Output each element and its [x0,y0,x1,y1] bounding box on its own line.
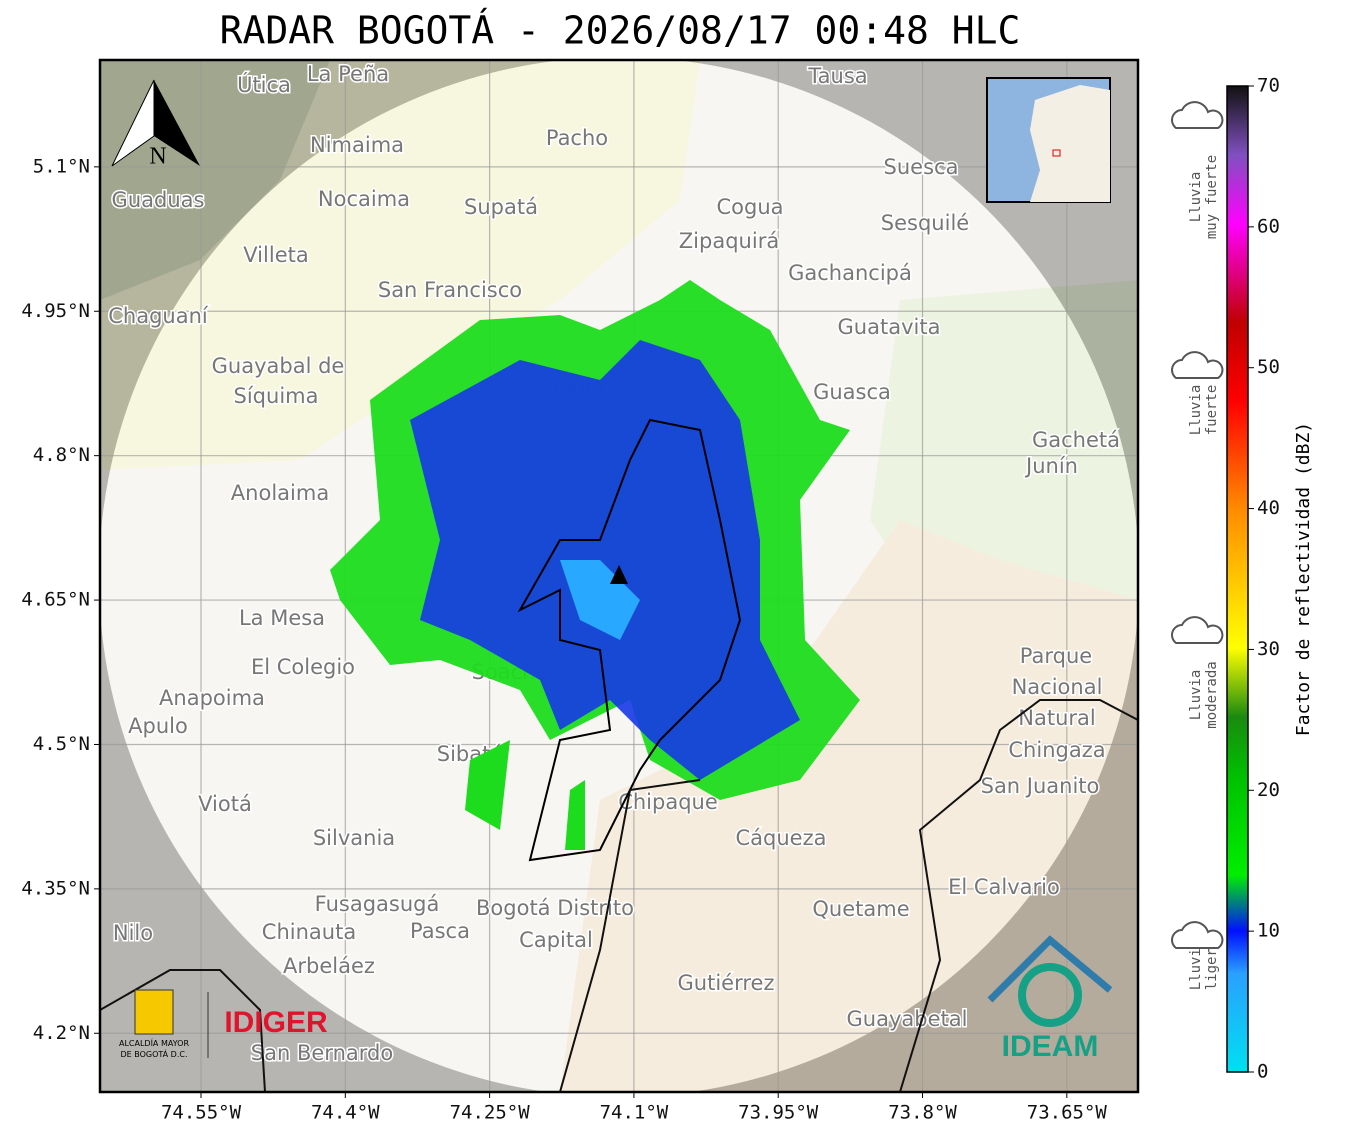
cloud-icon [1171,616,1224,644]
cloud-icon [1171,351,1224,379]
colorbar [1226,85,1249,1073]
place-label: Pacho [546,126,608,150]
x-tick-label: 74.55°W [161,1102,242,1124]
place-label: Gutiérrez [678,971,775,995]
place-label: Chipaque [618,790,718,814]
place-label: Apulo [128,714,188,738]
y-tick-label: 4.2°N [33,1022,90,1044]
place-label: San Bernardo [251,1041,393,1065]
place-label: Anapoima [159,686,265,710]
place-label: Arbeláez [283,954,375,978]
place-label: San Juanito [981,774,1100,798]
x-tick-label: 74.25°W [450,1102,531,1124]
logo-ideam: IDEAM [1002,1030,1099,1063]
place-label: La Mesa [239,606,325,630]
rain-category: Lluvia [1188,385,1204,436]
place-label: Síquima [234,384,319,408]
place-label: Nilo [113,921,153,945]
place-label: Chinauta [262,920,356,944]
colorbar-tick-label: 50 [1257,356,1280,378]
rain-category: Lluvia [1188,172,1204,223]
place-label: Nacional [1012,675,1103,699]
place-label: Pasca [410,919,470,943]
colorbar-tick-label: 70 [1257,75,1280,97]
rain-category: moderada [1204,661,1220,728]
place-label: El Colegio [251,655,355,679]
colorbar-label: Factor de reflectividad (dBZ) [1293,422,1314,736]
place-label: Quetame [812,897,909,921]
x-tick-label: 73.95°W [738,1102,819,1124]
x-tick-label: 73.8°W [888,1102,957,1124]
place-label: Nimaima [310,133,404,157]
x-tick-label: 73.65°W [1027,1102,1108,1124]
map: La Peña Útica Tausa Pacho Nimaima Guaduas Noca… [100,60,1138,1092]
place-label: Silvania [313,826,395,850]
rain-category: fuerte [1204,385,1220,436]
logo-text: DE BOGOTÁ D.C. [120,1048,187,1059]
place-label: Parque [1020,644,1092,668]
place-label: Nocaima [318,187,410,211]
y-tick-label: 4.35°N [21,877,90,899]
place-label: Suesca [884,155,959,179]
place-label: Anolaima [231,481,329,505]
cloud-icon [1171,101,1224,129]
colorbar-tick-label: 0 [1257,1061,1268,1083]
place-label: Guatavita [838,315,941,339]
y-tick-label: 4.95°N [21,300,90,322]
place-label: Gachetá [1032,428,1120,452]
place-label: Supatá [464,195,538,219]
place-label: Chaguaní [108,304,209,328]
logo-idiger: IDIGER [224,1006,328,1039]
north-arrow: N [149,144,166,170]
place-label: Guayabal de [212,354,345,378]
logo-text: ALCALDÍA MAYOR [119,1037,189,1048]
place-label: Guayabetal [847,1007,968,1031]
rain-category: Lluvia [1188,940,1204,991]
y-tick-label: 5.1°N [33,155,90,177]
place-label: San Francisco [378,278,522,302]
map-frame [98,58,1140,1094]
y-tick-label: 4.5°N [33,733,90,755]
rain-category: Lluvia [1188,670,1204,721]
place-label: Guasca [813,380,891,404]
colorbar-tick-label: 20 [1257,779,1280,801]
colorbar-tick-label: 30 [1257,638,1280,660]
y-tick-label: 4.65°N [21,589,90,611]
place-label: Útica [237,72,291,97]
place-label: Chingaza [1008,738,1105,762]
place-label: Cogua [716,195,783,219]
place-label: Tausa [807,64,867,88]
place-label: Junín [1024,454,1078,478]
cloud-icon [1171,921,1224,949]
rain-category: muy fuerte [1204,155,1220,239]
place-label: Gachancipá [788,261,912,285]
x-tick-label: 74.1°W [600,1102,669,1124]
place-label: Capital [519,928,593,952]
colorbar-tick-label: 40 [1257,497,1280,519]
place-label: Sesquilé [881,211,969,235]
place-label: Villeta [243,243,308,267]
place-label: Viotá [198,792,252,816]
colorbar-tick-label: 10 [1257,920,1280,942]
place-label: Zipaquirá [679,229,779,253]
title: RADAR BOGOTÁ - 2026/08/17 00:48 HLC [220,9,1021,53]
place-label: El Calvario [948,875,1060,899]
colorbar-tick-label: 60 [1257,215,1280,237]
place-label: La Peña [307,62,389,86]
x-tick-label: 74.4°W [311,1102,380,1124]
place-label: Guaduas [112,188,205,212]
y-tick-label: 4.8°N [33,444,90,466]
place-label: Natural [1018,706,1095,730]
rain-category: ligera [1204,940,1220,991]
place-label: Fusagasugá [315,892,440,916]
place-label: Cáqueza [736,826,827,850]
